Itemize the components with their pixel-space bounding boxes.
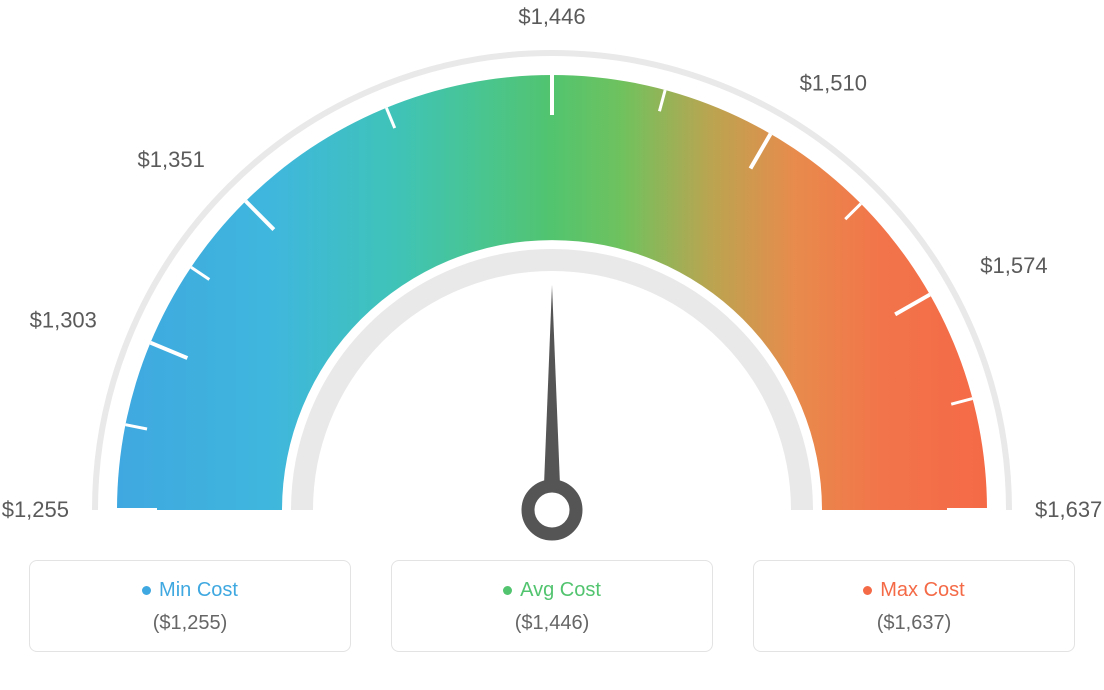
gauge-tick-label: $1,574 [980,253,1047,278]
gauge-tick-label: $1,510 [800,71,867,96]
legend-card-avg: Avg Cost ($1,446) [391,560,713,652]
legend-row: Min Cost ($1,255) Avg Cost ($1,446) Max … [0,560,1104,672]
legend-title-max: Max Cost [863,579,964,602]
gauge-tick-label: $1,446 [518,4,585,29]
legend-dot-min [142,586,151,595]
legend-dot-avg [503,586,512,595]
gauge-needle-hub [528,486,576,534]
legend-title-min: Min Cost [142,579,238,602]
gauge-svg: $1,255 $1,303 $1,351 $1,446 $1,510 $1,574 $1,6… [0,0,1104,560]
legend-card-min: Min Cost ($1,255) [29,560,351,652]
legend-title-avg: Avg Cost [503,579,601,602]
legend-card-max: Max Cost ($1,637) [753,560,1075,652]
legend-label-max: Max Cost [880,579,964,602]
legend-value-min: ($1,255) [30,612,350,635]
legend-label-min: Min Cost [159,579,238,602]
legend-value-avg: ($1,446) [392,612,712,635]
gauge-tick-label: $1,255 [2,497,69,522]
gauge-tick-label: $1,637 [1035,497,1102,522]
legend-dot-max [863,586,872,595]
gauge-tick-label: $1,351 [138,147,205,172]
gauge-needle [543,285,561,510]
legend-label-avg: Avg Cost [520,579,601,602]
legend-value-max: ($1,637) [754,612,1074,635]
gauge-tick-label: $1,303 [30,307,97,332]
gauge-chart: $1,255 $1,303 $1,351 $1,446 $1,510 $1,574 $1,6… [0,0,1104,560]
